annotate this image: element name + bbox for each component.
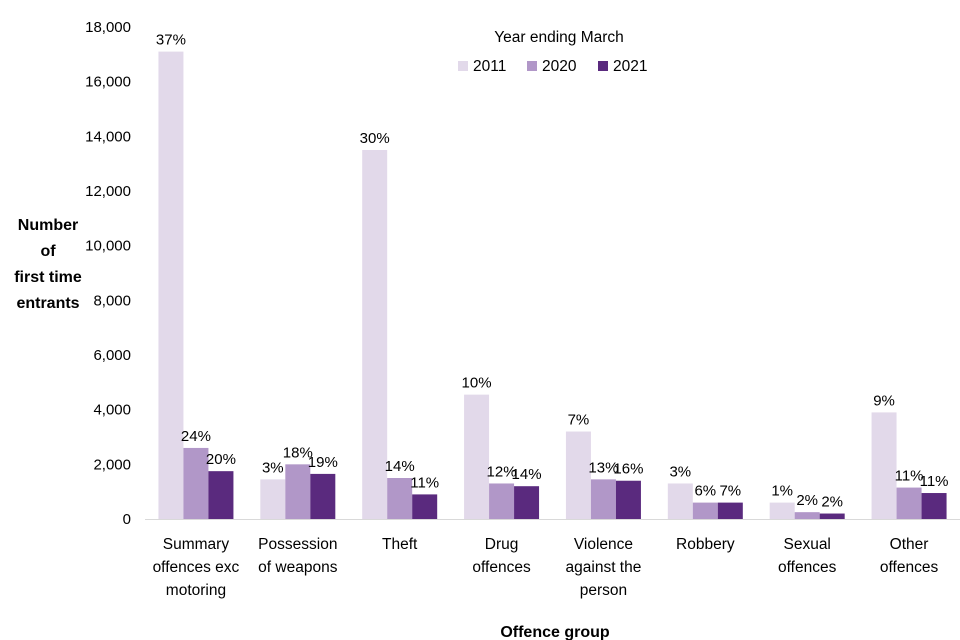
x-tick-label: Possession bbox=[258, 536, 337, 553]
x-tick-label: Other bbox=[890, 536, 929, 553]
y-tick-label: 6,000 bbox=[93, 347, 131, 364]
y-tick-label: 2,000 bbox=[93, 456, 131, 473]
bar-2021 bbox=[208, 471, 234, 519]
bar-2011 bbox=[464, 394, 490, 519]
data-label: 7% bbox=[719, 483, 741, 500]
data-label: 2% bbox=[796, 492, 818, 509]
bar-2011 bbox=[871, 412, 897, 519]
legend: Year ending March 2011 2020 2021 bbox=[458, 29, 647, 75]
legend-label: 2021 bbox=[613, 58, 647, 75]
y-axis-label: Number of first time entrants bbox=[14, 217, 82, 312]
data-label: 18% bbox=[283, 444, 313, 461]
x-tick-label: motoring bbox=[166, 582, 226, 599]
y-tick-label: 18,000 bbox=[85, 19, 131, 36]
x-tick-label: against the bbox=[566, 559, 642, 576]
legend-swatch-2011 bbox=[458, 61, 468, 71]
y-tick-label: 12,000 bbox=[85, 183, 131, 200]
data-label: 19% bbox=[308, 454, 338, 471]
x-tick-label: Violence bbox=[574, 536, 633, 553]
x-axis: Summary offences exc motoring Possession of … bbox=[145, 519, 960, 599]
legend-title: Year ending March bbox=[494, 29, 624, 46]
legend-swatch-2021 bbox=[598, 61, 608, 71]
data-label: 14% bbox=[385, 458, 415, 475]
data-label: 30% bbox=[360, 130, 390, 147]
x-tick-label: offences exc bbox=[153, 559, 240, 576]
y-tick-label: 10,000 bbox=[85, 238, 131, 255]
y-axis: 0 2,000 4,000 6,000 8,000 10,000 12,000 14,000 1… bbox=[85, 19, 131, 528]
bar-2021 bbox=[819, 513, 845, 519]
bar-2021 bbox=[717, 502, 743, 519]
bar-2011 bbox=[667, 483, 693, 519]
data-label: 7% bbox=[568, 412, 590, 429]
bar-2011 bbox=[260, 479, 286, 519]
bar-2021 bbox=[310, 473, 336, 519]
bar-2020 bbox=[896, 487, 922, 519]
x-tick-label: Theft bbox=[382, 536, 418, 553]
bar-2021 bbox=[514, 486, 540, 519]
data-label: 2% bbox=[821, 494, 843, 511]
y-axis-label-line: first time bbox=[14, 269, 82, 286]
data-label: 11% bbox=[410, 474, 439, 491]
y-axis-label-line: Number bbox=[18, 217, 78, 234]
data-label: 13% bbox=[588, 459, 618, 476]
data-label: 37% bbox=[156, 32, 186, 49]
bar-2011 bbox=[362, 150, 388, 519]
x-tick-label: Drug bbox=[485, 536, 519, 553]
bar-2021 bbox=[615, 480, 641, 519]
data-label: 1% bbox=[771, 483, 793, 500]
y-tick-label: 8,000 bbox=[93, 292, 131, 309]
data-label: 10% bbox=[462, 375, 492, 392]
x-tick-label: person bbox=[580, 582, 627, 599]
data-label: 9% bbox=[873, 392, 895, 409]
data-label: 3% bbox=[262, 459, 284, 476]
bar-2021 bbox=[921, 493, 947, 519]
bar-2021 bbox=[412, 494, 438, 519]
bar-2011 bbox=[769, 502, 795, 519]
bar-2020 bbox=[794, 512, 820, 519]
bar-2020 bbox=[387, 478, 413, 519]
y-axis-label-line: entrants bbox=[16, 295, 79, 312]
legend-swatch-2020 bbox=[527, 61, 537, 71]
x-tick-label: Sexual bbox=[783, 536, 830, 553]
legend-label: 2020 bbox=[542, 58, 577, 75]
bar-2011 bbox=[565, 431, 591, 519]
data-labels: 37%24%20% 3%18%19%30%14%11%10%12%14%7%13%… bbox=[156, 32, 949, 511]
bar-2020 bbox=[285, 464, 311, 519]
bar-2011 bbox=[158, 51, 184, 519]
bar-2020 bbox=[590, 479, 616, 519]
data-label: 6% bbox=[694, 483, 716, 500]
data-label: 3% bbox=[669, 463, 691, 480]
data-label: 16% bbox=[613, 461, 643, 478]
data-label: 14% bbox=[512, 466, 542, 483]
data-label: 24% bbox=[181, 428, 211, 445]
x-tick-label: Summary bbox=[163, 536, 230, 553]
y-tick-label: 4,000 bbox=[93, 402, 131, 419]
bar-2020 bbox=[489, 483, 515, 519]
bar-2020 bbox=[692, 502, 718, 519]
y-tick-label: 16,000 bbox=[85, 74, 131, 91]
legend-label: 2011 bbox=[473, 58, 506, 75]
x-tick-label: Robbery bbox=[676, 536, 735, 553]
x-tick-label: offences bbox=[880, 559, 939, 576]
data-label: 11% bbox=[895, 468, 924, 485]
x-axis-label: Offence group bbox=[500, 624, 610, 640]
data-label: 11% bbox=[920, 473, 949, 490]
x-tick-label: offences bbox=[778, 559, 837, 576]
x-tick-label: offences bbox=[472, 559, 531, 576]
data-label: 20% bbox=[206, 451, 236, 468]
y-tick-label: 0 bbox=[123, 511, 131, 528]
y-tick-label: 14,000 bbox=[85, 128, 131, 145]
bars bbox=[158, 51, 947, 519]
x-tick-label: of weapons bbox=[258, 559, 338, 576]
y-axis-label-line: of bbox=[40, 243, 56, 260]
data-label: 12% bbox=[487, 463, 517, 480]
bar-2020 bbox=[183, 447, 209, 519]
